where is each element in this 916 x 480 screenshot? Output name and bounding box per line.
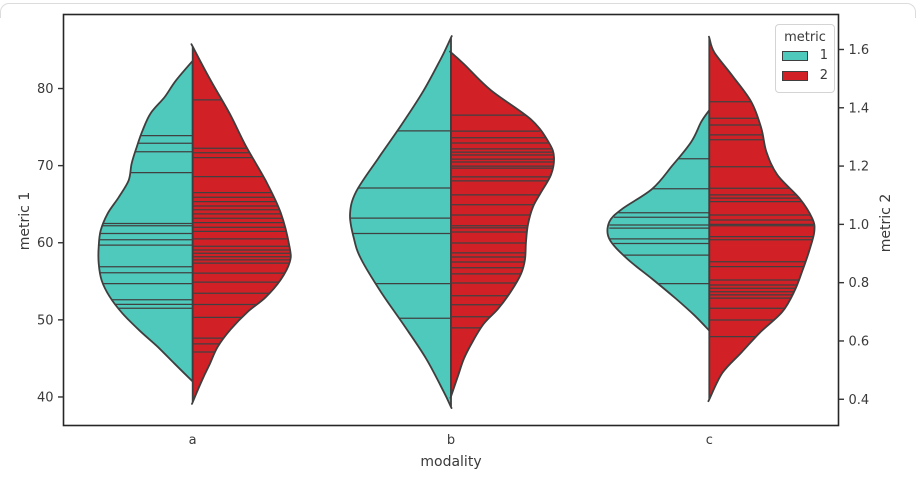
y-left-axis-label: metric 1 (17, 192, 33, 250)
violin-c-metric1 (606, 108, 712, 333)
legend-swatch-metric1-icon (782, 51, 808, 61)
x-tick-label-c: c (706, 433, 713, 448)
violin-half-c-metric2 (707, 35, 816, 403)
y-right-tick-label: 0.4 (849, 393, 870, 408)
x-axis-label: modality (420, 454, 481, 470)
x-tick-label-a: a (189, 433, 197, 448)
x-tick-label-b: b (447, 433, 455, 448)
y-right-tick-label: 1.4 (849, 101, 870, 116)
violin-b-metric1 (349, 35, 453, 409)
violin-a-metric2-sticks (192, 99, 290, 353)
y-right-tick-label: 0.8 (849, 276, 870, 291)
violin-half-a-metric2 (190, 43, 292, 405)
y-left-tick-label: 40 (37, 390, 54, 405)
violin-a-metric1 (97, 58, 195, 384)
y-left-tick-label: 50 (37, 313, 54, 328)
violin-a-metric1-sticks (98, 134, 193, 309)
violin-c-metric2 (707, 35, 816, 403)
violin-c-metric2-sticks (709, 101, 814, 338)
violin-half-b-metric1 (349, 35, 453, 409)
legend-entry-metric1: 1 (776, 46, 834, 66)
violin-a-metric2 (190, 43, 292, 405)
y-left-tick-label: 80 (37, 82, 54, 97)
y-right-tick-label: 1.6 (849, 43, 870, 58)
violin-b-metric1-sticks (350, 130, 451, 319)
violin-half-a-metric1 (97, 58, 195, 384)
y-right-tick-label: 1.0 (849, 218, 870, 233)
violin-b-metric2 (449, 50, 555, 399)
legend-label-metric2: 2 (819, 68, 828, 83)
y-left-tick-label: 60 (37, 236, 54, 251)
violin-half-b-metric2 (449, 50, 555, 399)
plot-frame (62, 13, 840, 427)
y-left-tick-label: 70 (37, 159, 54, 174)
legend: metric 1 2 (775, 24, 835, 93)
y-right-tick-label: 1.2 (849, 160, 870, 175)
legend-label-metric1: 1 (819, 48, 828, 63)
violin-b-metric2-sticks (451, 114, 554, 329)
legend-entry-metric2: 2 (776, 66, 834, 86)
legend-swatch-metric2-icon (782, 71, 808, 81)
violin-half-c-metric1 (606, 108, 712, 333)
y-right-tick-label: 0.6 (849, 334, 870, 349)
y-right-axis-label: metric 2 (878, 194, 894, 252)
legend-title: metric (784, 30, 826, 45)
violin-c-metric1-sticks (609, 158, 710, 285)
